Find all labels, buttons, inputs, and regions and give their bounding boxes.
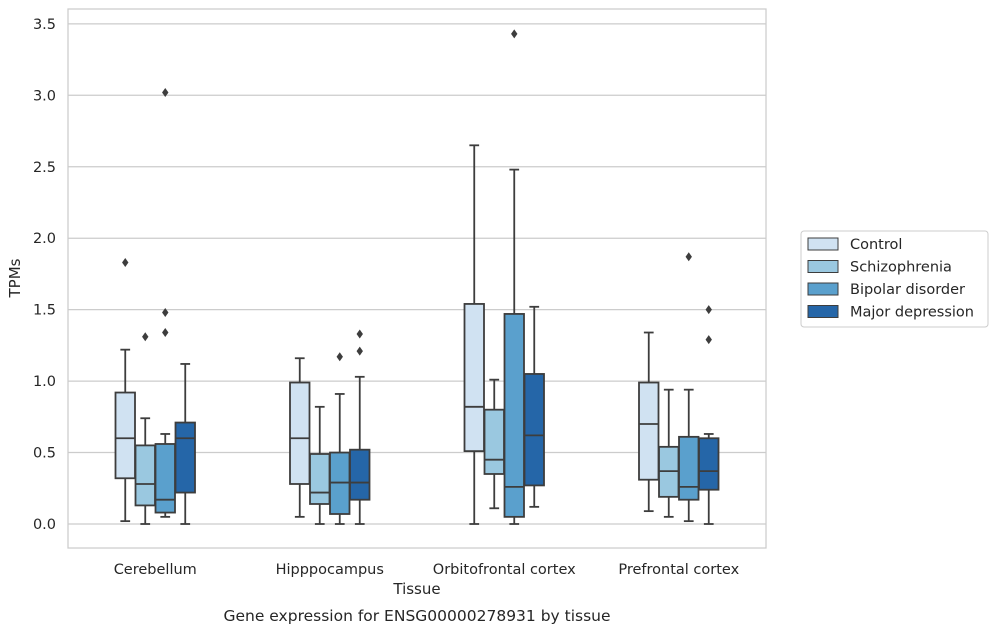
x-tick-labels: Cerebellum Hipppocampus Orbitofrontal cort… <box>114 562 740 578</box>
legend-swatch <box>807 237 839 251</box>
box-bipolar-disorder <box>503 29 525 525</box>
legend-swatch <box>807 282 839 296</box>
box-body <box>309 453 331 505</box>
outlier-point <box>162 87 169 97</box>
y-tick-label: 1.5 <box>33 303 56 319</box>
box-body <box>154 443 176 514</box>
outlier-point <box>705 335 712 345</box>
y-tick-label: 0.5 <box>33 446 56 462</box>
box-body <box>698 437 720 491</box>
legend-frame <box>800 230 989 328</box>
outlier-point <box>511 29 518 39</box>
x-axis-label: Tissue <box>392 580 440 598</box>
x-tick-label: Cerebellum <box>114 562 197 578</box>
box-major-depression <box>523 305 545 508</box>
y-tick-label: 2.0 <box>33 231 56 247</box>
y-tick-label: 2.5 <box>33 160 56 176</box>
y-tick-label: 3.5 <box>33 17 56 33</box>
legend: Control Schizophrenia Bipolar disorder Majo… <box>800 230 989 328</box>
box-control <box>463 144 485 525</box>
legend-label: Major depression <box>850 305 974 321</box>
box-control <box>289 357 311 518</box>
legend-swatch <box>807 305 839 318</box>
legend-label: Schizophrenia <box>850 260 952 276</box>
box-body <box>523 373 545 487</box>
box-body <box>463 303 485 453</box>
y-tick-label: 3.0 <box>33 88 56 104</box>
box-body <box>289 381 311 485</box>
box-control <box>114 257 136 523</box>
box-schizophrenia <box>483 378 505 510</box>
box-major-depression <box>698 305 720 525</box>
box-control <box>638 331 660 513</box>
outlier-point <box>142 332 149 342</box>
outlier-point <box>685 252 692 262</box>
box-schizophrenia <box>658 388 680 518</box>
box-body <box>174 421 196 494</box>
outlier-point <box>162 328 169 338</box>
legend-label: Bipolar disorder <box>850 282 965 298</box>
box-body <box>349 448 371 501</box>
box-schizophrenia <box>309 405 331 525</box>
legend-swatch <box>807 260 839 273</box>
outlier-point <box>356 329 363 339</box>
y-tick-label: 0.0 <box>33 517 56 533</box>
outlier-point <box>122 257 129 267</box>
plot-frame <box>67 8 767 549</box>
y-tick-labels: 0.0 0.5 1.0 1.5 2.0 2.5 3.0 3.5 <box>33 17 56 533</box>
box-bipolar-disorder <box>678 252 700 523</box>
box-body <box>114 391 136 480</box>
box-major-depression <box>174 363 196 525</box>
outlier-point <box>356 346 363 356</box>
box-bipolar-disorder <box>329 352 351 525</box>
box-body <box>678 435 700 501</box>
legend-items: Control Schizophrenia Bipolar disorder Majo… <box>807 237 974 321</box>
outlier-point <box>705 305 712 315</box>
box-body <box>638 381 660 481</box>
box-body <box>134 444 156 507</box>
box-schizophrenia <box>134 332 156 525</box>
chart-caption: Gene expression for ENSG00000278931 by t… <box>223 607 610 625</box>
box-body <box>483 408 505 475</box>
outlier-point <box>336 352 343 362</box>
x-tick-label: Hipppocampus <box>276 562 384 578</box>
y-axis-label: TPMs <box>6 258 24 298</box>
box-major-depression <box>349 329 371 525</box>
x-tick-label: Orbitofrontal cortex <box>433 562 576 578</box>
boxes <box>114 29 720 525</box>
box-bipolar-disorder <box>154 87 176 518</box>
x-tick-label: Prefrontal cortex <box>618 562 739 578</box>
outlier-point <box>162 308 169 318</box>
legend-label: Control <box>850 237 902 253</box>
y-tick-label: 1.0 <box>33 374 56 390</box>
